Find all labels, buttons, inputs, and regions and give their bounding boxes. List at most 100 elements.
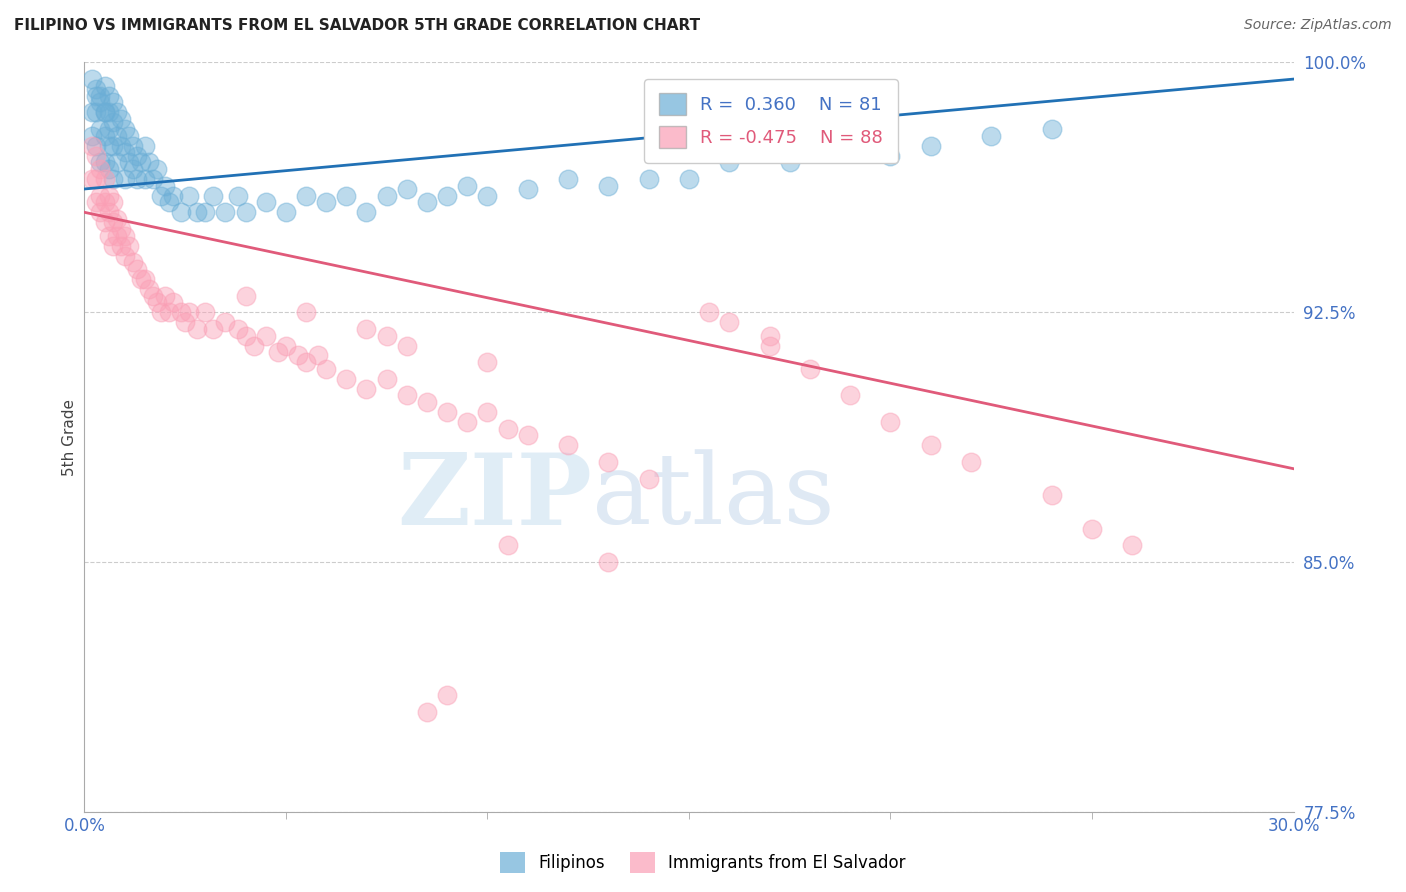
- Point: [101, 95, 124, 110]
- Point: [477, 405, 499, 419]
- Point: [179, 305, 201, 319]
- Y-axis label: 5th Grade: 5th Grade: [62, 399, 77, 475]
- Point: [356, 322, 378, 336]
- Point: [89, 205, 111, 219]
- Point: [242, 338, 264, 352]
- Point: [295, 188, 318, 202]
- Point: [879, 149, 901, 163]
- Point: [254, 195, 277, 210]
- Point: [839, 138, 862, 153]
- Point: [226, 322, 249, 336]
- Point: [235, 288, 257, 302]
- Point: [235, 205, 257, 219]
- Point: [194, 305, 217, 319]
- Point: [97, 138, 120, 153]
- Point: [162, 295, 184, 310]
- Point: [146, 295, 169, 310]
- Text: atlas: atlas: [592, 450, 835, 545]
- Point: [779, 155, 801, 169]
- Point: [101, 115, 124, 129]
- Point: [105, 228, 128, 243]
- Point: [436, 405, 458, 419]
- Point: [1040, 488, 1063, 502]
- Point: [110, 238, 132, 252]
- Point: [214, 315, 236, 329]
- Point: [114, 172, 136, 186]
- Point: [105, 105, 128, 120]
- Point: [1081, 522, 1104, 536]
- Point: [162, 188, 184, 202]
- Point: [335, 188, 357, 202]
- Point: [416, 195, 439, 210]
- Point: [89, 155, 111, 169]
- Point: [496, 422, 519, 436]
- Point: [89, 95, 111, 110]
- Point: [93, 215, 115, 229]
- Point: [839, 388, 862, 402]
- Point: [86, 149, 108, 163]
- Point: [375, 372, 398, 386]
- Point: [598, 455, 620, 469]
- Point: [153, 288, 176, 302]
- Point: [121, 255, 143, 269]
- Point: [86, 105, 108, 120]
- Point: [134, 138, 156, 153]
- Point: [274, 338, 297, 352]
- Point: [436, 688, 458, 702]
- Point: [960, 455, 983, 469]
- Point: [395, 338, 418, 352]
- Point: [118, 155, 141, 169]
- Point: [307, 349, 329, 363]
- Point: [97, 105, 120, 120]
- Point: [516, 182, 538, 196]
- Point: [186, 205, 208, 219]
- Point: [416, 395, 439, 409]
- Point: [226, 188, 249, 202]
- Legend: Filipinos, Immigrants from El Salvador: Filipinos, Immigrants from El Salvador: [494, 846, 912, 880]
- Point: [89, 122, 111, 136]
- Point: [118, 128, 141, 143]
- Point: [678, 122, 700, 136]
- Point: [114, 145, 136, 160]
- Point: [678, 172, 700, 186]
- Point: [93, 105, 115, 120]
- Point: [142, 172, 165, 186]
- Point: [295, 305, 318, 319]
- Point: [157, 305, 180, 319]
- Point: [101, 215, 124, 229]
- Point: [101, 238, 124, 252]
- Point: [598, 178, 620, 193]
- Point: [121, 161, 143, 176]
- Point: [170, 205, 193, 219]
- Point: [356, 205, 378, 219]
- Point: [97, 205, 120, 219]
- Point: [93, 105, 115, 120]
- Point: [879, 415, 901, 429]
- Point: [1121, 538, 1143, 552]
- Point: [134, 172, 156, 186]
- Point: [598, 555, 620, 569]
- Point: [416, 705, 439, 719]
- Point: [97, 88, 120, 103]
- Point: [86, 172, 108, 186]
- Point: [110, 138, 132, 153]
- Point: [235, 328, 257, 343]
- Point: [149, 188, 172, 202]
- Point: [920, 438, 942, 452]
- Point: [118, 238, 141, 252]
- Point: [82, 138, 104, 153]
- Point: [82, 72, 104, 87]
- Point: [105, 128, 128, 143]
- Text: FILIPINO VS IMMIGRANTS FROM EL SALVADOR 5TH GRADE CORRELATION CHART: FILIPINO VS IMMIGRANTS FROM EL SALVADOR …: [14, 18, 700, 33]
- Point: [146, 161, 169, 176]
- Point: [93, 78, 115, 93]
- Point: [97, 188, 120, 202]
- Point: [125, 149, 148, 163]
- Point: [105, 155, 128, 169]
- Point: [142, 288, 165, 302]
- Point: [395, 388, 418, 402]
- Point: [516, 428, 538, 442]
- Point: [214, 205, 236, 219]
- Point: [436, 188, 458, 202]
- Point: [315, 195, 337, 210]
